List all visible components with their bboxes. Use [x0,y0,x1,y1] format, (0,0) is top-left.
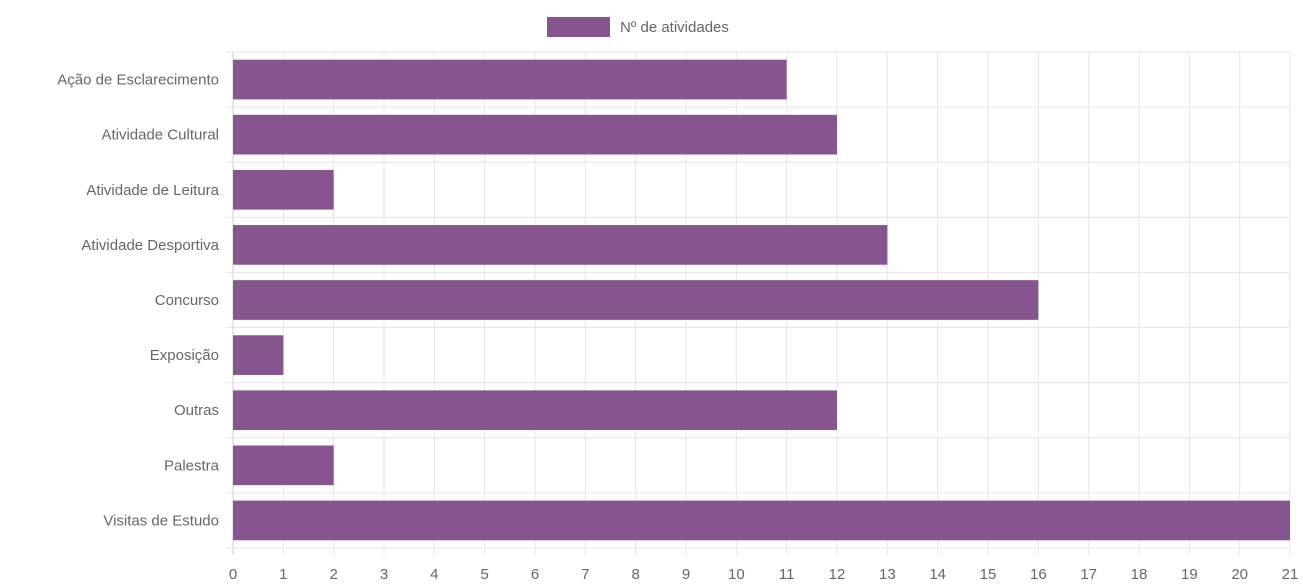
category-label: Concurso [155,292,219,309]
x-tick-label: 17 [1080,566,1097,583]
category-label: Atividade Desportiva [81,237,219,254]
x-tick-label: 1 [279,566,287,583]
bar[interactable] [233,445,334,486]
legend-swatch [547,17,610,37]
category-label: Ação de Esclarecimento [57,72,219,89]
x-axis-labels: 0 1 2 3 4 5 6 7 8 9 10 11 12 13 14 15 16 17 18 19 20 21 [229,566,1299,583]
category-label: Atividade Cultural [101,127,219,144]
x-tick-label: 16 [1030,566,1047,583]
bar[interactable] [233,114,837,155]
x-tick-label: 0 [229,566,237,583]
x-tick-label: 15 [980,566,997,583]
x-tick-label: 5 [480,566,488,583]
category-label: Outras [174,402,219,419]
x-tick-label: 12 [829,566,846,583]
x-tick-label: 3 [380,566,388,583]
category-label: Atividade de Leitura [86,182,219,199]
x-tick-label: 9 [682,566,690,583]
bar[interactable] [233,225,888,265]
bar[interactable] [233,500,1290,541]
x-tick-label: 20 [1231,566,1248,583]
x-tick-label: 10 [728,566,745,583]
x-tick-label: 11 [779,566,795,583]
category-label: Palestra [164,457,220,474]
legend-label: Nº de atividades [620,19,729,36]
category-label: Visitas de Estudo [103,512,219,529]
legend[interactable]: Nº de atividades [547,17,729,37]
x-tick-label: 18 [1131,566,1148,583]
bar[interactable] [233,390,837,431]
bars [233,59,1290,541]
x-tick-label: 2 [329,566,337,583]
x-tick-label: 19 [1181,566,1198,583]
x-tick-label: 4 [430,566,438,583]
y-axis-labels: Ação de Esclarecimento Atividade Cultural… [57,72,219,530]
category-label: Exposição [150,347,219,364]
bar[interactable] [233,280,1039,320]
x-tick-label: 6 [531,566,539,583]
x-tick-label: 14 [929,566,946,583]
x-tick-label: 21 [1282,566,1299,583]
bar[interactable] [233,59,787,100]
x-tick-label: 7 [581,566,589,583]
x-tick-label: 13 [879,566,896,583]
bar[interactable] [233,169,334,210]
bar[interactable] [233,335,284,375]
x-tick-label: 8 [631,566,639,583]
